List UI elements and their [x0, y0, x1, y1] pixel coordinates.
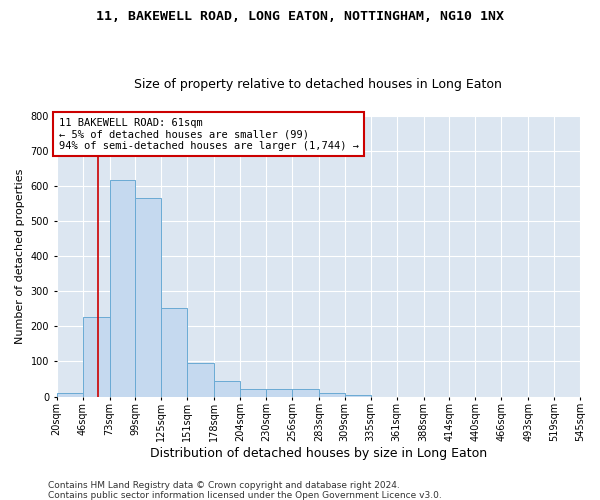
X-axis label: Distribution of detached houses by size in Long Eaton: Distribution of detached houses by size … — [150, 447, 487, 460]
Text: Contains HM Land Registry data © Crown copyright and database right 2024.: Contains HM Land Registry data © Crown c… — [48, 481, 400, 490]
Text: 11 BAKEWELL ROAD: 61sqm
← 5% of detached houses are smaller (99)
94% of semi-det: 11 BAKEWELL ROAD: 61sqm ← 5% of detached… — [59, 118, 359, 150]
Bar — [56, 393, 83, 396]
Bar — [240, 390, 266, 396]
Bar — [83, 316, 110, 396]
Bar — [161, 308, 187, 396]
Bar — [214, 382, 240, 396]
Title: Size of property relative to detached houses in Long Eaton: Size of property relative to detached ho… — [134, 78, 502, 91]
Bar — [136, 198, 161, 396]
Bar — [292, 390, 319, 396]
Bar — [266, 390, 292, 396]
Text: 11, BAKEWELL ROAD, LONG EATON, NOTTINGHAM, NG10 1NX: 11, BAKEWELL ROAD, LONG EATON, NOTTINGHA… — [96, 10, 504, 23]
Bar — [110, 180, 136, 396]
Bar — [345, 395, 371, 396]
Text: Contains public sector information licensed under the Open Government Licence v3: Contains public sector information licen… — [48, 491, 442, 500]
Bar — [319, 393, 345, 396]
Y-axis label: Number of detached properties: Number of detached properties — [15, 168, 25, 344]
Bar — [187, 363, 214, 396]
